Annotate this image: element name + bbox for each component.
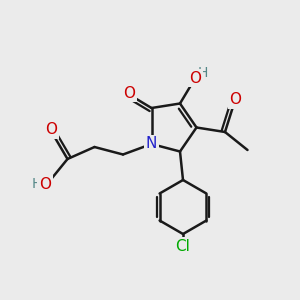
Text: H: H bbox=[32, 178, 42, 191]
Text: N: N bbox=[146, 136, 157, 152]
Text: O: O bbox=[45, 122, 57, 137]
Text: O: O bbox=[230, 92, 242, 107]
Text: Cl: Cl bbox=[176, 239, 190, 254]
Text: O: O bbox=[189, 70, 201, 86]
Text: O: O bbox=[123, 85, 135, 100]
Text: O: O bbox=[39, 177, 51, 192]
Text: H: H bbox=[197, 66, 208, 80]
